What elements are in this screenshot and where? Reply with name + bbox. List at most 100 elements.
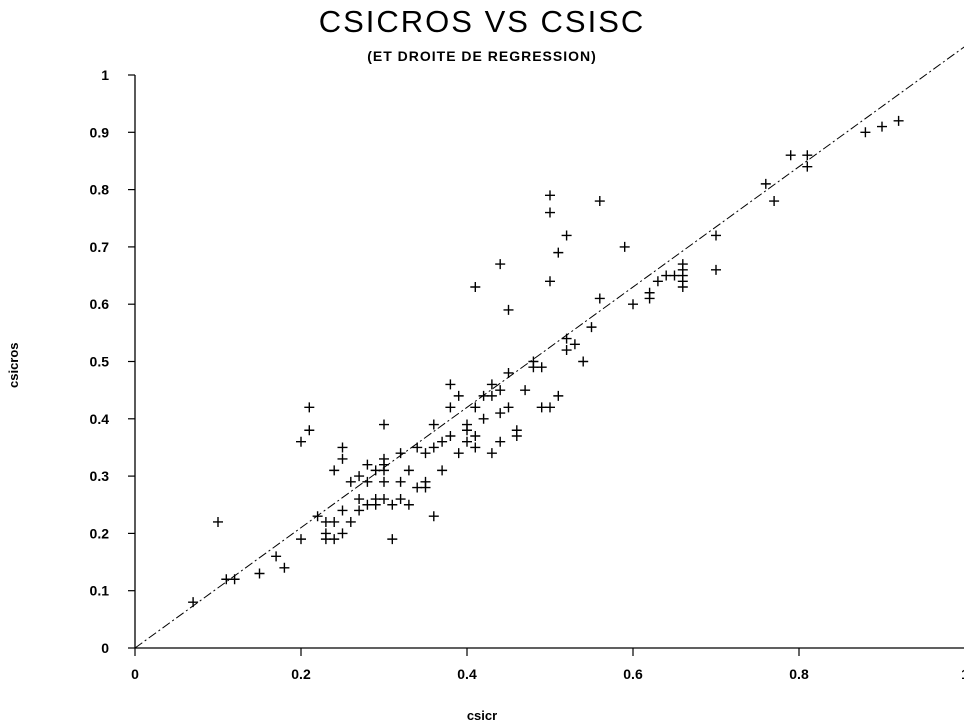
y-tick-label: 0.4 bbox=[90, 411, 110, 427]
data-point bbox=[345, 516, 356, 527]
data-point bbox=[677, 259, 688, 270]
data-point bbox=[486, 390, 497, 401]
data-point bbox=[594, 196, 605, 207]
data-point bbox=[553, 390, 564, 401]
data-point bbox=[379, 453, 389, 464]
x-tick-label: 0.6 bbox=[623, 666, 643, 682]
data-point bbox=[271, 551, 282, 562]
data-point bbox=[628, 299, 638, 310]
data-point bbox=[254, 568, 265, 579]
data-point bbox=[428, 419, 439, 430]
data-point bbox=[470, 282, 481, 293]
data-point bbox=[462, 419, 472, 430]
x-tick-label: 1 bbox=[961, 666, 964, 682]
data-point bbox=[395, 448, 406, 459]
axes bbox=[134, 75, 964, 649]
y-tick-label: 0.6 bbox=[90, 296, 110, 312]
data-point bbox=[329, 516, 340, 527]
data-point bbox=[229, 574, 240, 585]
regression-line bbox=[134, 46, 964, 649]
data-point bbox=[304, 402, 315, 413]
data-point bbox=[453, 390, 464, 401]
data-point bbox=[362, 459, 373, 470]
data-point bbox=[503, 304, 514, 315]
data-point bbox=[395, 494, 406, 505]
data-point bbox=[545, 190, 555, 201]
data-point bbox=[893, 115, 904, 126]
data-point bbox=[379, 419, 389, 430]
data-point bbox=[561, 345, 572, 356]
data-point bbox=[503, 402, 514, 413]
data-point bbox=[486, 448, 497, 459]
data-point bbox=[420, 476, 431, 487]
data-point bbox=[362, 476, 373, 487]
data-point bbox=[437, 465, 448, 476]
x-tick-label: 0 bbox=[131, 666, 139, 682]
ticks: 0 0.1 0.2 0.3 0.4 0.5 0.6 0.7 0.8 0.9 1 0 0.2 0.4 0.6 0… bbox=[90, 67, 964, 682]
data-point bbox=[495, 408, 506, 419]
chart-subtitle: (ET DROITE DE REGRESSION) bbox=[367, 48, 597, 64]
data-point bbox=[445, 430, 456, 441]
y-tick-label: 0.9 bbox=[90, 124, 110, 140]
data-point bbox=[860, 127, 871, 138]
data-point bbox=[503, 367, 514, 378]
data-point bbox=[536, 362, 547, 373]
data-point bbox=[379, 476, 389, 487]
data-point bbox=[520, 385, 531, 396]
data-point bbox=[354, 494, 365, 505]
y-tick-label: 1 bbox=[101, 67, 109, 83]
data-point bbox=[329, 534, 340, 545]
data-point bbox=[337, 453, 348, 464]
data-point bbox=[495, 385, 506, 396]
data-point bbox=[760, 178, 771, 189]
data-point bbox=[437, 436, 448, 447]
data-point bbox=[296, 534, 306, 545]
data-point bbox=[462, 436, 472, 447]
y-tick-label: 0.5 bbox=[90, 354, 110, 370]
data-point bbox=[495, 436, 506, 447]
data-point bbox=[802, 150, 813, 161]
data-point bbox=[561, 230, 572, 241]
regression-line-group bbox=[134, 46, 964, 649]
data-point bbox=[312, 511, 323, 522]
data-point bbox=[445, 379, 456, 390]
data-point bbox=[428, 511, 439, 522]
data-point bbox=[320, 528, 331, 539]
chart-title: CSICROS VS CSISC bbox=[318, 4, 646, 39]
y-tick-label: 0 bbox=[101, 640, 109, 656]
data-point bbox=[545, 402, 555, 413]
data-point bbox=[545, 207, 555, 218]
x-tick-label: 0.8 bbox=[789, 666, 809, 682]
data-point bbox=[428, 442, 439, 453]
data-point bbox=[711, 230, 721, 241]
y-tick-label: 0.2 bbox=[90, 525, 110, 541]
y-tick-label: 0.7 bbox=[90, 239, 110, 255]
data-point bbox=[337, 505, 348, 516]
data-point bbox=[337, 528, 348, 539]
data-point bbox=[354, 471, 365, 482]
data-points bbox=[188, 115, 904, 608]
data-point bbox=[877, 121, 887, 132]
data-point bbox=[644, 287, 655, 298]
data-point bbox=[528, 356, 539, 367]
data-point bbox=[445, 402, 456, 413]
data-point bbox=[578, 356, 589, 367]
data-point bbox=[279, 562, 290, 573]
data-point bbox=[802, 161, 813, 172]
data-point bbox=[486, 379, 497, 390]
data-point bbox=[188, 597, 199, 608]
data-point bbox=[304, 425, 315, 436]
data-point bbox=[403, 465, 414, 476]
data-point bbox=[711, 264, 721, 275]
data-point bbox=[495, 259, 506, 270]
data-point bbox=[329, 465, 340, 476]
data-point bbox=[785, 150, 796, 161]
data-point bbox=[412, 442, 423, 453]
y-tick-label: 0.1 bbox=[90, 583, 110, 599]
x-tick-label: 0.2 bbox=[291, 666, 311, 682]
y-tick-label: 0.3 bbox=[90, 468, 110, 484]
data-point bbox=[387, 499, 398, 510]
data-point bbox=[561, 333, 572, 344]
data-point bbox=[652, 276, 663, 287]
